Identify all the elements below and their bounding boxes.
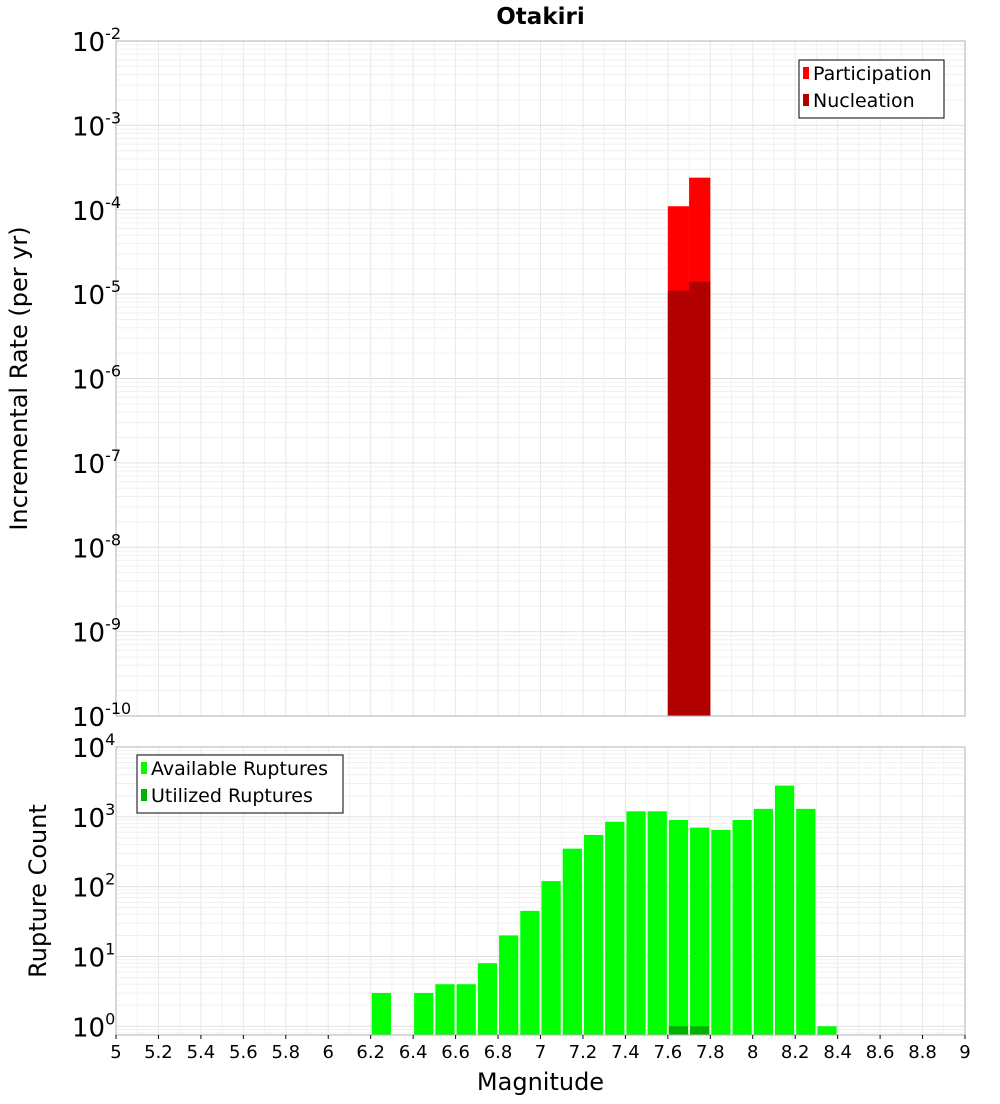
y-tick-label: 104: [72, 730, 115, 764]
x-tick-label: 6.6: [441, 1042, 470, 1063]
bar: [605, 821, 625, 1035]
bar: [774, 785, 795, 1035]
x-tick-label: 8.8: [908, 1042, 937, 1063]
y-tick-label: 101: [72, 939, 115, 973]
bar: [520, 910, 540, 1035]
legend-box: [798, 59, 945, 119]
bar: [690, 1026, 710, 1035]
chart-panel-1: 10-10 10-9 10-8 10-7 10-6 10-5 10-4 10-3 10-2 Ota…: [5, 4, 966, 733]
chart-title: Otakiri: [496, 4, 584, 30]
legend-swatch: [803, 67, 809, 79]
y-tick-label: 10-6: [72, 362, 121, 396]
bar: [562, 848, 582, 1035]
chart-panel-2: 100 101 102 103 104 5 5.2 5.4 5.6 5.8 6 6.2 6.4 6.6 6.…: [24, 730, 971, 1096]
grid-lines: [115, 40, 966, 717]
series-available-ruptures: [371, 785, 837, 1035]
x-tick-label: 6.4: [399, 1042, 428, 1063]
x-tick-label: 5: [110, 1042, 121, 1063]
bar: [583, 834, 604, 1035]
bar: [541, 881, 561, 1035]
y-tick-label: 10-2: [72, 24, 121, 58]
x-tick-label: 8: [747, 1042, 758, 1063]
x-tick-label: 5.8: [271, 1042, 300, 1063]
legend-label: Nucleation: [813, 90, 915, 112]
series-utilized-ruptures: [668, 1026, 710, 1035]
bar: [817, 1026, 837, 1035]
legend-swatch: [141, 789, 147, 801]
y-axis-label: Rupture Count: [24, 804, 52, 978]
x-tick-label: 5.6: [229, 1042, 258, 1063]
bar: [668, 1026, 689, 1035]
x-tick-label: 6: [323, 1042, 334, 1063]
bar: [499, 935, 519, 1035]
y-tick-label: 100: [72, 1009, 115, 1043]
y-tick-label: 10-9: [72, 615, 121, 649]
legend-label: Available Ruptures: [151, 758, 328, 780]
bar: [667, 290, 690, 716]
x-tick-label: 7.8: [696, 1042, 725, 1063]
bar: [435, 984, 455, 1035]
y-tick-label: 10-10: [72, 699, 131, 733]
x-tick-label: 5.2: [144, 1042, 173, 1063]
x-tick-label: 7.6: [654, 1042, 683, 1063]
y-tick-label: 10-7: [72, 446, 121, 480]
y-tick-label: 103: [72, 800, 115, 834]
legend-swatch: [803, 94, 809, 106]
bar: [689, 281, 711, 716]
y-tick-label: 10-3: [72, 108, 121, 142]
y-tick-label: 102: [72, 870, 115, 904]
x-tick-label: 8.4: [823, 1042, 852, 1063]
x-tick-label: 6.8: [484, 1042, 513, 1063]
bar: [414, 992, 434, 1035]
plot-border: [115, 40, 966, 717]
bar: [711, 829, 731, 1035]
bar: [477, 963, 498, 1035]
bar: [456, 984, 476, 1035]
bar: [753, 808, 773, 1035]
x-tick-label: 8.6: [866, 1042, 895, 1063]
x-axis-label: Magnitude: [477, 1068, 604, 1096]
bar: [626, 811, 646, 1035]
x-tick-label: 7.4: [611, 1042, 640, 1063]
bar: [690, 827, 710, 1035]
y-tick-label: 10-5: [72, 277, 121, 311]
x-tick-label: 5.4: [187, 1042, 216, 1063]
x-tick-label: 7.2: [569, 1042, 598, 1063]
legend-swatch: [141, 762, 147, 774]
x-tick-label: 7: [535, 1042, 546, 1063]
bar: [732, 820, 752, 1035]
legend-label: Utilized Ruptures: [151, 785, 313, 807]
y-tick-label: 10-8: [72, 530, 121, 564]
series-nucleation: [667, 281, 711, 716]
x-tick-label: 9: [959, 1042, 970, 1063]
legend-label: Participation: [813, 63, 932, 85]
legend-box: [136, 754, 344, 814]
x-tick-label: 8.2: [781, 1042, 810, 1063]
x-tick-label: 6.2: [356, 1042, 385, 1063]
bar: [647, 811, 667, 1035]
bar: [796, 808, 816, 1035]
bar: [668, 820, 689, 1035]
y-tick-label: 10-4: [72, 193, 121, 227]
y-axis-label: Incremental Rate (per yr): [5, 226, 33, 530]
bar: [371, 992, 391, 1035]
legend: Available Ruptures Utilized Ruptures: [136, 754, 344, 814]
legend: Participation Nucleation: [798, 59, 945, 119]
